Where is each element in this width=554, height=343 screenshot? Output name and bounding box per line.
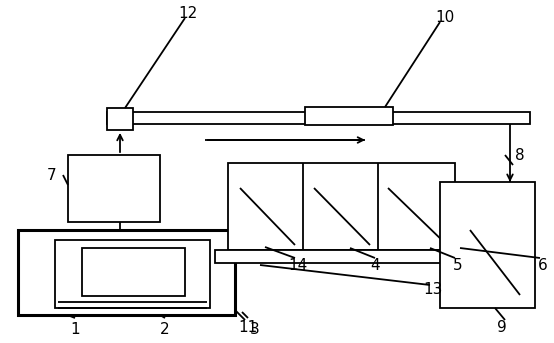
Bar: [68, 155, 160, 222]
Bar: [107, 112, 530, 124]
Text: 3: 3: [250, 322, 260, 338]
Bar: [440, 182, 535, 308]
Text: 8: 8: [515, 147, 525, 163]
Text: 14: 14: [289, 258, 307, 272]
Text: 11: 11: [238, 320, 258, 335]
Bar: [228, 163, 455, 250]
Text: 4: 4: [370, 258, 380, 272]
Bar: [215, 250, 468, 263]
Text: 13: 13: [423, 283, 443, 297]
Text: 5: 5: [453, 258, 463, 272]
Bar: [107, 108, 133, 130]
Text: 7: 7: [47, 167, 57, 182]
Text: 2: 2: [160, 322, 170, 338]
Text: 9: 9: [497, 320, 507, 335]
Text: 1: 1: [70, 322, 80, 338]
Bar: [82, 248, 185, 296]
Text: 10: 10: [435, 11, 455, 25]
Text: 6: 6: [538, 258, 548, 272]
Bar: [55, 240, 210, 308]
Bar: [305, 107, 393, 125]
Text: 12: 12: [178, 7, 198, 22]
Bar: [18, 230, 235, 315]
